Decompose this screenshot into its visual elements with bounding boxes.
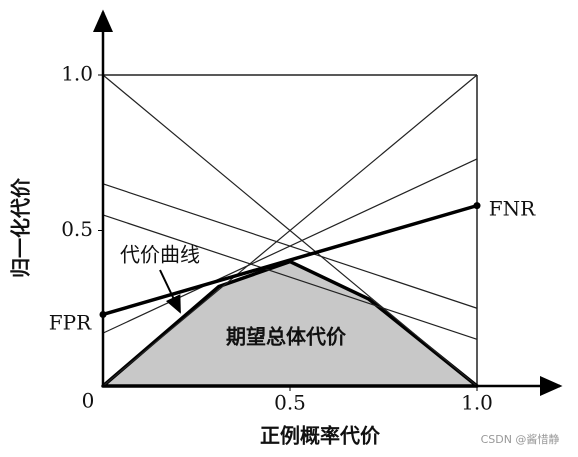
curve-arrow: [159, 269, 181, 314]
x-tick-label: 0.5: [274, 391, 306, 415]
curve-label: 代价曲线: [120, 243, 200, 267]
origin-label: 0: [82, 389, 95, 413]
x-tick-label: 1.0: [461, 391, 493, 415]
plot: [99, 74, 481, 388]
end-point: [473, 202, 481, 210]
area-label: 期望总体代价: [226, 325, 347, 349]
y-axis-label: 归一化代价: [9, 177, 33, 278]
cost-line: [102, 214, 478, 340]
cost-line: [102, 158, 478, 334]
y-tick-label: 1.0: [61, 62, 93, 86]
fpr-label: FPR: [49, 311, 92, 335]
cost-curve-line: [102, 203, 478, 317]
watermark: CSDN @酱惜静: [481, 432, 560, 446]
fnr-label: FNR: [489, 197, 536, 221]
y-tick-label: 0.5: [61, 217, 93, 241]
cost-line: [102, 74, 478, 387]
x-axis-label: 正例概率代价: [260, 424, 381, 448]
